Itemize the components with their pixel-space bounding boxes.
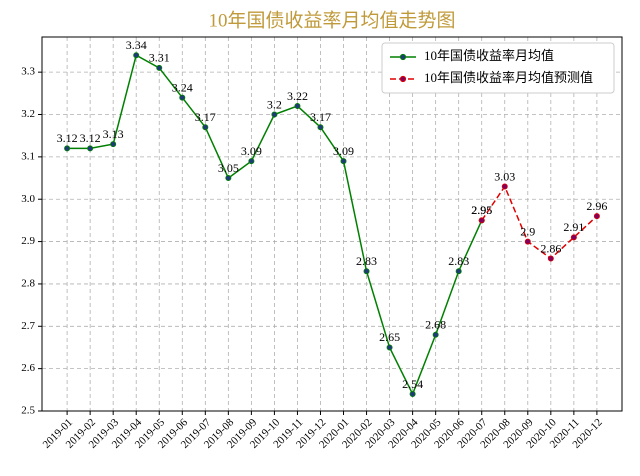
data-label: 3.03: [494, 169, 515, 183]
data-label: 2.86: [540, 241, 561, 255]
y-tick-label: 2.9: [21, 235, 35, 247]
data-point: [547, 255, 554, 262]
data-label: 3.09: [333, 144, 354, 158]
legend-marker: [399, 53, 407, 61]
data-point: [501, 183, 508, 190]
data-point: [271, 111, 278, 118]
data-label: 2.83: [448, 254, 469, 268]
data-label: 3.22: [287, 89, 308, 103]
data-point: [570, 234, 577, 241]
data-point: [294, 103, 301, 110]
data-point: [133, 52, 140, 59]
data-label: 3.09: [241, 144, 262, 158]
data-point: [524, 238, 531, 245]
data-point: [225, 175, 232, 182]
data-point: [340, 158, 347, 165]
data-label: 3.31: [149, 51, 170, 65]
data-point: [363, 268, 370, 275]
data-point: [110, 141, 117, 148]
data-point: [455, 268, 462, 275]
data-label: 2.68: [425, 318, 446, 332]
data-label: 3.34: [126, 38, 147, 52]
data-point: [409, 391, 416, 398]
data-point: [87, 145, 94, 152]
data-label: 3.17: [310, 110, 331, 124]
data-label: 2.95: [471, 203, 492, 217]
data-label: 3.12: [80, 131, 101, 145]
legend-label: 10年国债收益率月均值: [424, 48, 554, 63]
data-point: [64, 145, 71, 152]
plot-frame: [41, 36, 623, 412]
y-tick-label: 2.8: [21, 277, 35, 289]
data-label: 2.96: [586, 199, 607, 213]
data-label: 2.83: [356, 254, 377, 268]
y-tick-label: 2.7: [21, 320, 35, 332]
data-point: [179, 94, 186, 101]
data-label: 3.13: [103, 127, 124, 141]
data-label: 3.17: [195, 110, 216, 124]
data-label: 3.2: [267, 97, 282, 111]
y-tick-label: 2.6: [21, 362, 35, 374]
data-point: [202, 124, 209, 131]
chart-title: 10年国债收益率月均值走势图: [208, 9, 455, 31]
y-tick-label: 2.5: [21, 405, 35, 417]
legend-label: 10年国债收益率月均值预测值: [424, 70, 593, 85]
y-tick-label: 3.0: [21, 193, 35, 205]
data-label: 2.95: [471, 203, 492, 217]
data-point: [317, 124, 324, 131]
data-label: 3.05: [218, 161, 239, 175]
data-label: 2.54: [402, 377, 423, 391]
data-point: [248, 158, 255, 165]
data-point: [478, 217, 485, 224]
y-tick-label: 3.1: [21, 150, 35, 162]
y-tick-label: 3.3: [21, 66, 35, 78]
data-label: 2.91: [563, 220, 584, 234]
data-label: 3.12: [57, 131, 78, 145]
legend-box: [381, 42, 615, 94]
data-point: [593, 213, 600, 220]
y-tick-label: 3.2: [21, 108, 35, 120]
data-label: 3.24: [172, 80, 193, 94]
data-point: [386, 344, 393, 351]
data-label: 2.65: [379, 330, 400, 344]
series-line: [481, 184, 598, 260]
data-label: 2.9: [520, 224, 535, 238]
data-point: [432, 331, 439, 338]
data-point: [156, 64, 163, 71]
legend-marker: [399, 75, 407, 83]
